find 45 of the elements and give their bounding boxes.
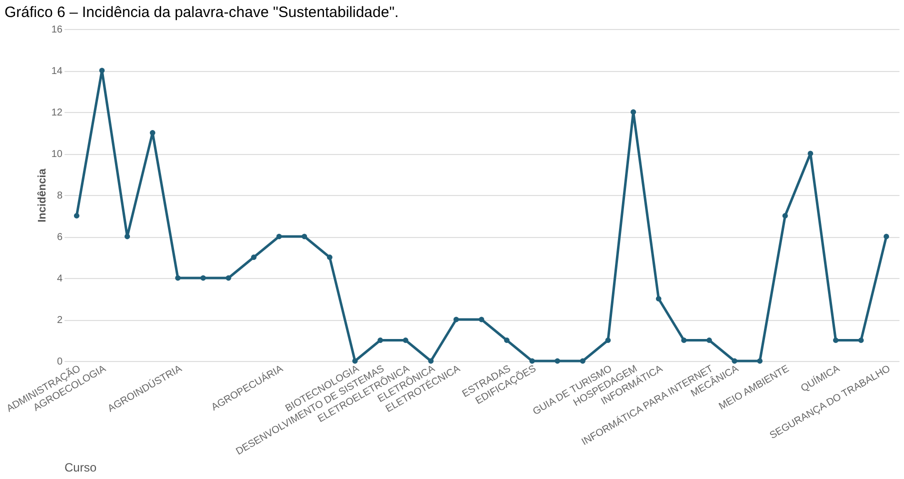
- point: [352, 358, 358, 364]
- y-axis-title: Incidência: [36, 168, 48, 222]
- point: [124, 234, 130, 240]
- y-tick-label: 4: [56, 274, 63, 284]
- point: [200, 275, 206, 281]
- y-tick-label: 10: [51, 149, 63, 160]
- point: [99, 68, 105, 74]
- point: [326, 254, 332, 260]
- point: [276, 234, 282, 240]
- point: [504, 338, 510, 343]
- point: [681, 338, 687, 343]
- point: [226, 275, 232, 281]
- point: [732, 358, 738, 364]
- y-tick-label: 14: [51, 66, 63, 77]
- point: [554, 358, 560, 364]
- point: [402, 338, 408, 343]
- point: [833, 338, 838, 343]
- point: [529, 358, 535, 364]
- y-tick-label: 8: [56, 190, 63, 202]
- y-tick-label: 2: [56, 315, 63, 326]
- point: [478, 316, 484, 322]
- x-axis-title: Curso: [64, 460, 97, 475]
- point: [706, 338, 712, 343]
- point: [630, 109, 636, 115]
- point: [175, 275, 181, 281]
- point: [757, 358, 763, 364]
- point: [302, 234, 308, 240]
- y-tick-label: 12: [51, 108, 63, 118]
- point: [656, 296, 662, 302]
- chart-title: Gráfico 6 – Incidência da palavra-chave "Sustentabilidade".: [4, 4, 399, 21]
- point: [884, 234, 890, 240]
- point: [782, 213, 788, 218]
- point: [74, 213, 80, 218]
- point: [150, 130, 156, 136]
- point: [378, 338, 384, 343]
- y-tick-label: 6: [56, 232, 63, 243]
- point: [453, 316, 459, 322]
- point: [428, 358, 434, 364]
- point: [580, 358, 586, 364]
- y-tick-label: 16: [51, 24, 63, 36]
- point: [858, 338, 864, 343]
- y-tick-label: 0: [56, 356, 63, 368]
- point: [808, 150, 814, 156]
- point: [251, 254, 257, 260]
- point: [605, 338, 611, 343]
